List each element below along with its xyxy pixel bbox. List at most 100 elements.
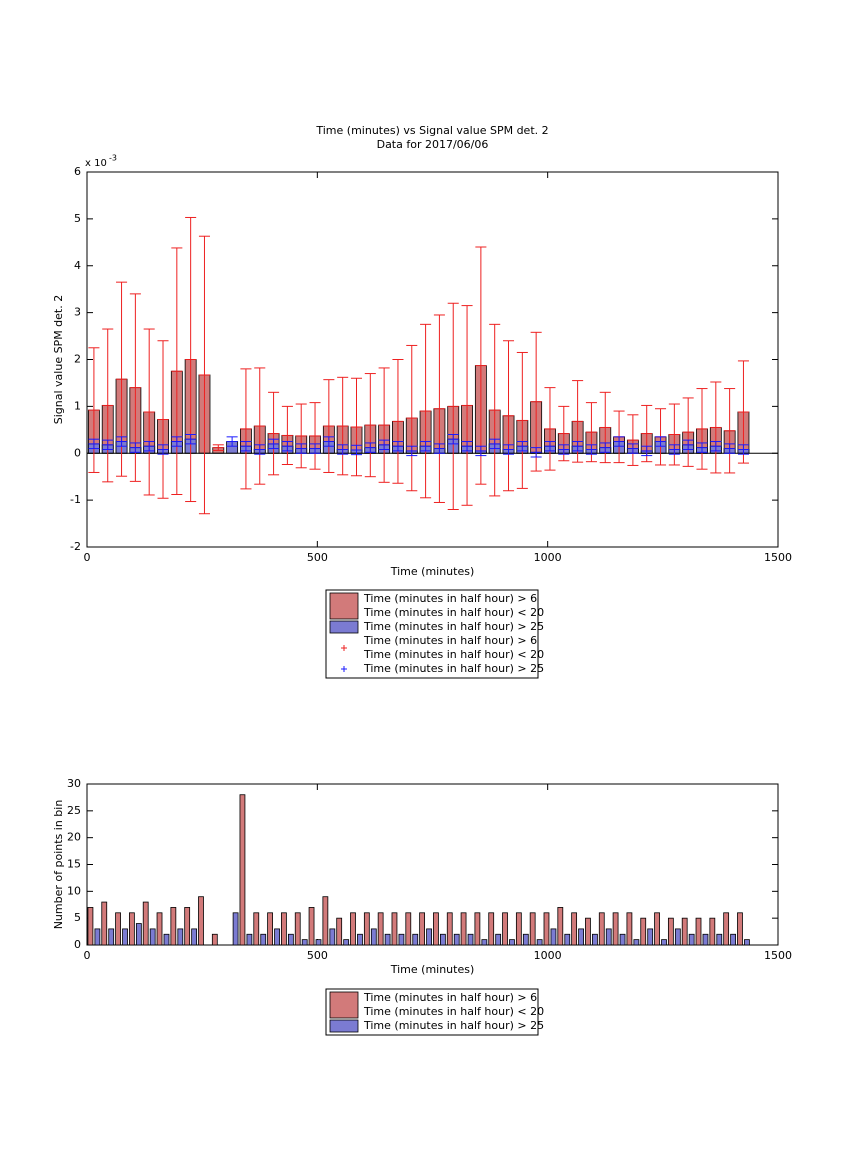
error-bar: [682, 397, 694, 467]
bar: [94, 928, 101, 946]
error-bar: [143, 441, 155, 452]
bar: [585, 917, 591, 946]
bar: [267, 912, 273, 946]
error-bar: [447, 434, 459, 445]
legend-label: Time (minutes in half hour) < 20: [363, 648, 544, 661]
legend-label: Time (minutes in half hour) > 6: [363, 991, 537, 1004]
error-bar: [406, 344, 418, 492]
y-multiplier-exponent: -3: [109, 154, 117, 163]
x-tick-label: 0: [84, 949, 91, 962]
bar: [377, 912, 384, 946]
bar: [287, 933, 294, 946]
bar: [357, 933, 363, 946]
y-tick-label: 0: [74, 446, 81, 459]
bar: [87, 907, 94, 946]
legend-marker: [341, 645, 347, 651]
error-bar: [696, 442, 708, 453]
bar: [163, 933, 170, 946]
error-bar: [420, 323, 432, 499]
error-bar: [516, 351, 528, 489]
error-bar: [544, 441, 556, 452]
error-bar: [323, 379, 335, 473]
bar: [529, 912, 536, 946]
bar: [101, 901, 108, 946]
bar: [308, 907, 315, 946]
bar: [184, 907, 191, 946]
bar: [543, 912, 550, 946]
bar: [191, 928, 198, 946]
bar: [744, 939, 750, 946]
bar: [446, 912, 453, 946]
bar: [564, 933, 571, 946]
y-tick-label: 25: [67, 804, 81, 817]
error-bar: [502, 444, 515, 455]
error-bar: [627, 414, 639, 466]
error-bar: [254, 444, 266, 455]
bar: [460, 912, 467, 946]
y-axis-label: Signal value SPM det. 2: [52, 295, 65, 425]
legend-box: [325, 589, 539, 679]
x-tick-label: 1000: [534, 949, 562, 962]
bar: [301, 939, 308, 946]
bar: [122, 928, 128, 946]
error-bar: [420, 441, 432, 452]
bar: [515, 912, 522, 946]
error-bar: [530, 447, 542, 458]
x-tick-label: 1500: [764, 551, 792, 564]
bar: [592, 933, 598, 946]
error-bar: [102, 328, 114, 483]
error-bar: [406, 445, 418, 457]
error-bar: [613, 436, 625, 447]
bar: [350, 912, 356, 946]
bar: [253, 912, 260, 946]
bar: [654, 912, 660, 946]
error-bar: [116, 436, 128, 447]
error-bar: [475, 246, 487, 485]
legend-swatch: [329, 1019, 359, 1033]
bar: [467, 933, 474, 946]
bar: [260, 933, 267, 946]
bar: [239, 794, 246, 946]
y-tick-label: 5: [74, 212, 81, 225]
error-bar: [281, 405, 293, 465]
error-bar: [268, 391, 280, 476]
bar: [509, 939, 515, 946]
error-bar: [461, 441, 473, 452]
error-bar: [102, 439, 114, 450]
error-bar: [572, 441, 584, 452]
bar: [730, 933, 737, 946]
x-tick-label: 500: [307, 551, 328, 564]
error-bar: [323, 436, 335, 447]
bar: [149, 928, 156, 946]
bar: [695, 917, 702, 946]
chart-title: Data for 2017/06/06: [377, 138, 489, 151]
bar: [384, 933, 391, 946]
bar: [391, 912, 398, 946]
bar: [605, 928, 612, 946]
error-bar: [558, 444, 570, 455]
bar: [723, 912, 730, 946]
y-tick-label: 20: [67, 831, 81, 844]
legend-label: Time (minutes in half hour) > 6: [363, 634, 537, 647]
error-bar: [254, 367, 266, 485]
y-tick-label: 2: [74, 353, 81, 366]
plot-area: [86, 171, 779, 548]
error-bar: [516, 441, 528, 452]
error-bar: [447, 302, 459, 510]
error-bar: [585, 444, 597, 455]
legend-label: Time (minutes in half hour) > 25: [363, 620, 544, 633]
y-tick-label: 3: [74, 306, 81, 319]
legend-label: Time (minutes in half hour) < 20: [363, 1005, 544, 1018]
bar: [440, 933, 446, 946]
bar: [474, 912, 481, 946]
error-bar: [185, 216, 197, 503]
bar: [135, 923, 142, 946]
bar: [142, 901, 149, 946]
error-bar: [268, 438, 280, 450]
bar: [246, 933, 253, 946]
bar: [170, 907, 177, 946]
error-bar: [489, 323, 501, 497]
error-bar: [240, 368, 252, 490]
